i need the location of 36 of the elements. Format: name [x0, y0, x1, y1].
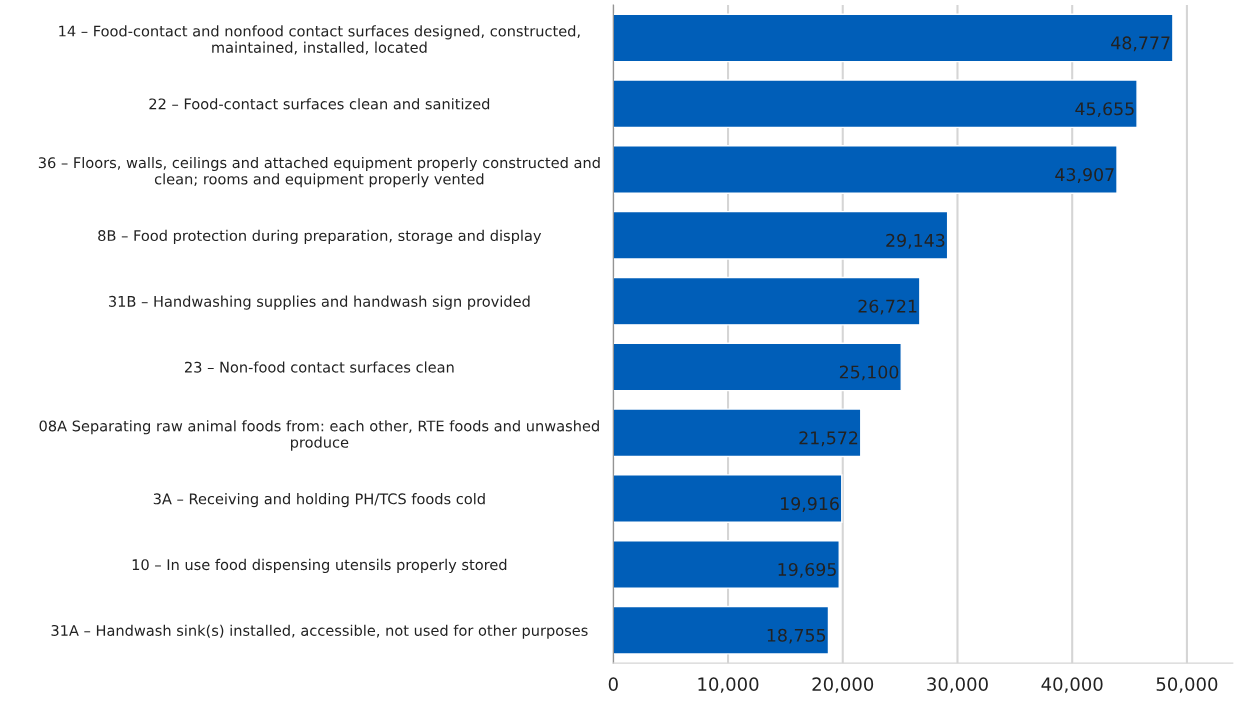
data-label: 19,695	[778, 562, 836, 578]
y-tick-label: 31A – Handwash sink(s) installed, accessible, not used for other purposes	[51, 624, 588, 639]
data-label: 45,655	[1075, 102, 1134, 118]
x-tick-label: 0	[608, 677, 618, 692]
data-label: 48,777	[1111, 36, 1170, 52]
y-tick-label: 10 – In use food dispensing utensils properly stored	[132, 558, 507, 573]
x-tick-label: 30,000	[927, 677, 988, 693]
bar	[613, 605, 830, 655]
bar	[613, 540, 840, 589]
y-tick-label: 23 – Non-food contact surfaces clean	[184, 361, 454, 373]
y-tick-label: 31B – Handwashing supplies and handwash sign provided	[108, 295, 530, 310]
bar	[613, 145, 1118, 194]
bar	[613, 276, 921, 326]
x-tick-label: 10,000	[698, 677, 759, 693]
y-tick-label: 3A – Receiving and holding PH/TCS foods cold	[153, 493, 485, 508]
bar	[613, 474, 843, 523]
data-label: 19,916	[781, 497, 839, 512]
data-label: 21,572	[799, 431, 858, 447]
y-tick-label: 36 – Floors, walls, ceilings and attached equipment properly constructed and clean; rooms and equipment properly vented	[38, 156, 600, 188]
data-label: 25,100	[839, 365, 899, 381]
y-tick-label: 8B – Food protection during preparation, storage and display	[98, 229, 542, 244]
bar	[613, 79, 1138, 129]
y-tick-label: 08A Separating raw animal foods from: each other, RTE foods and unwashed produce	[39, 420, 599, 451]
bar	[613, 408, 862, 458]
y-tick-label: 22 – Food-contact surfaces clean and sanitized	[149, 98, 490, 110]
x-tick-label: 50,000	[1156, 677, 1218, 693]
bar	[613, 13, 1174, 63]
x-tick-label: 40,000	[1041, 677, 1103, 693]
bar	[613, 342, 902, 392]
data-label: 29,143	[886, 233, 945, 249]
x-tick-label: 20,000	[812, 677, 874, 693]
bar	[613, 210, 949, 260]
data-label: 43,907	[1055, 168, 1114, 183]
data-label: 26,721	[858, 299, 917, 315]
y-tick-label: 14 – Food-contact and nonfood contact surfaces designed, constructed, maintained, installed, located	[59, 25, 580, 55]
data-label: 18,755	[767, 628, 826, 644]
